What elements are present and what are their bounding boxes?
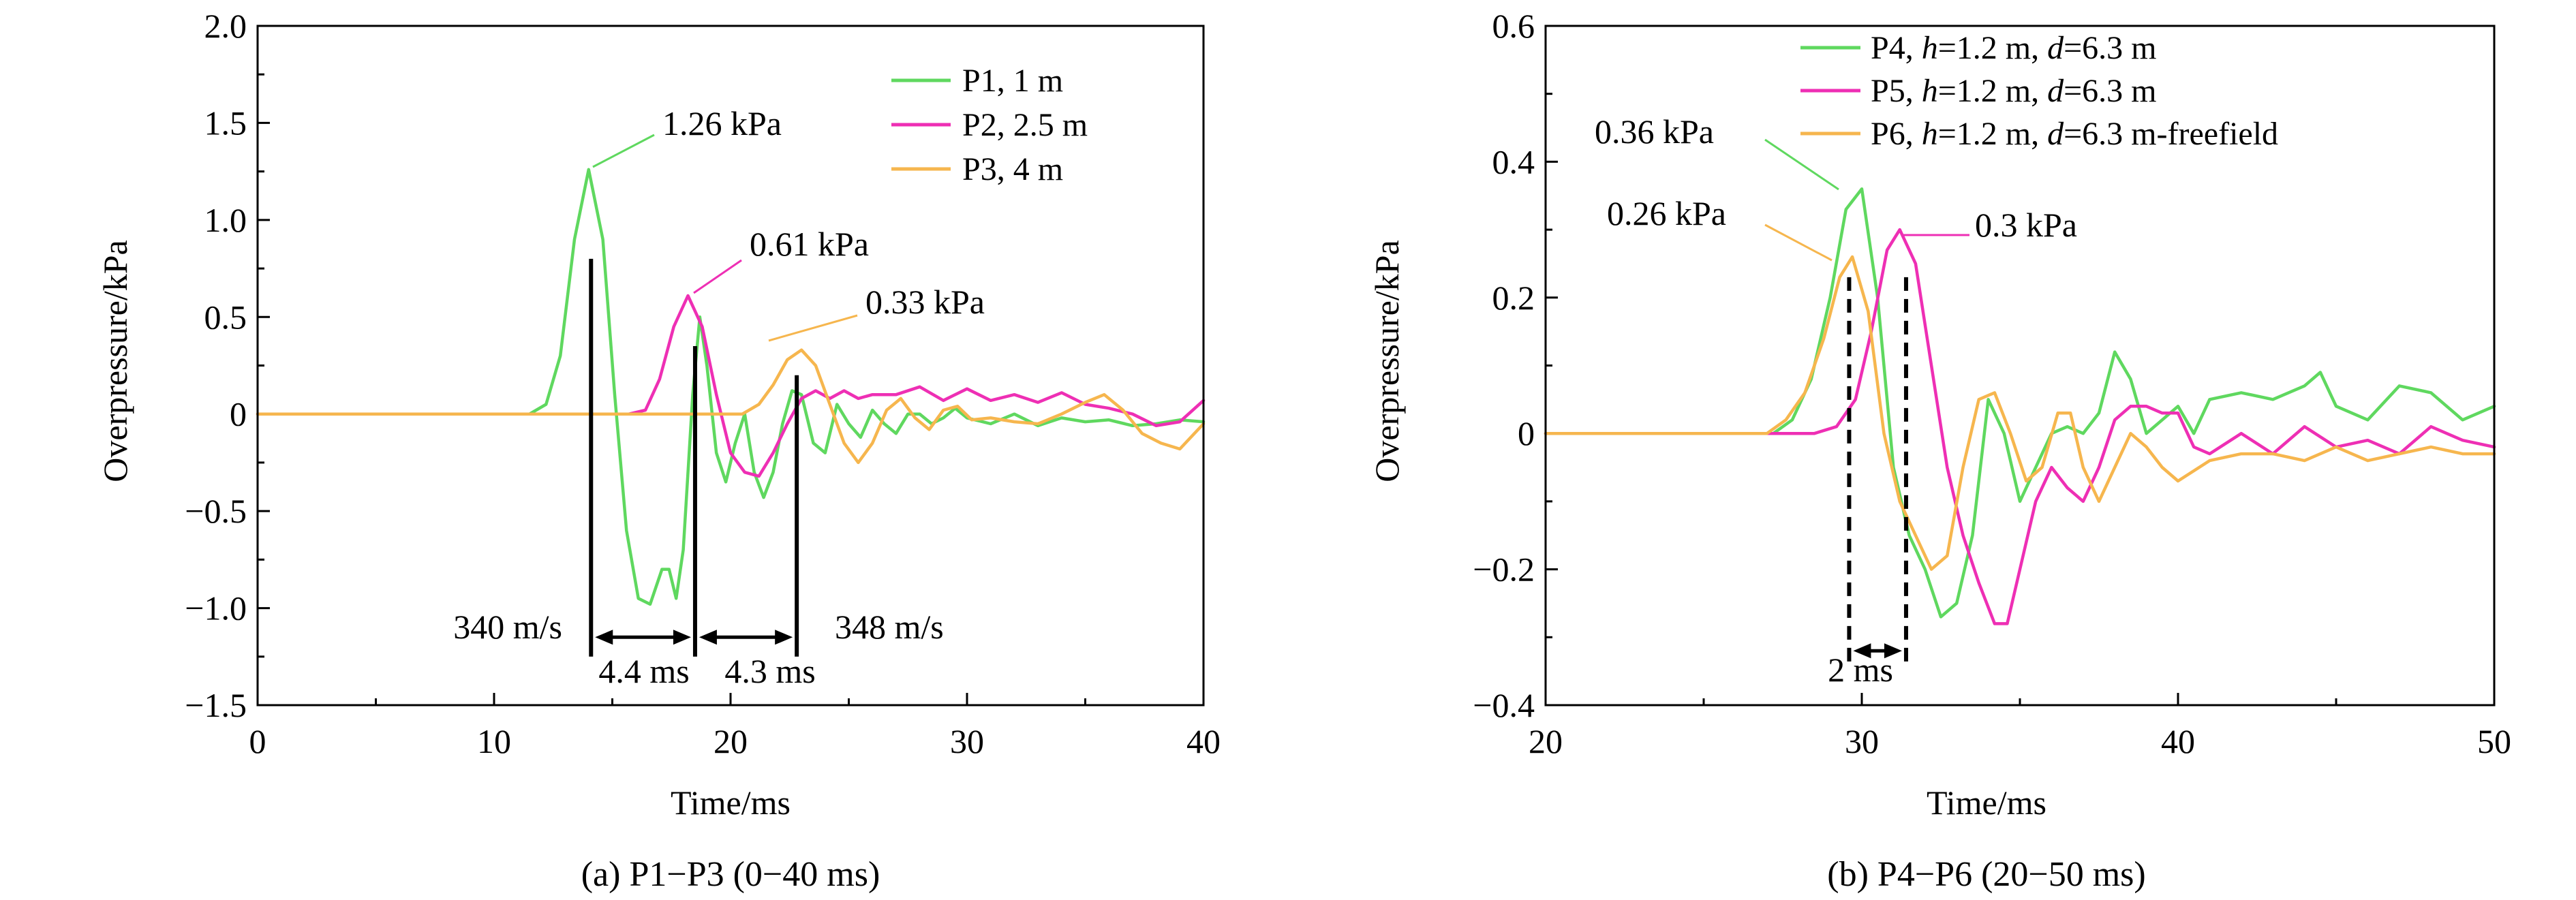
panel-b-series-group <box>1544 187 2496 625</box>
panel-a-ticks: 0 10 20 30 40 −1.5 −1.0 −0.5 0 0.5 1.0 1.5 2.0 <box>185 7 1221 760</box>
y-tick-label: −0.5 <box>185 492 247 530</box>
series-line-3 <box>1544 255 2496 571</box>
peak-leader-p2 <box>693 259 742 294</box>
panel-a-markers <box>589 258 799 657</box>
panel-b-y-axis-title: Overpressure/kPa <box>1368 240 1406 482</box>
panel-b-frame <box>1544 25 2496 707</box>
panel-a-series-group <box>256 168 1206 606</box>
panel-b-markers <box>1847 277 1908 665</box>
panel-a-y-axis-title: Overpressure/kPa <box>96 240 134 482</box>
x-tick-label: 10 <box>477 722 511 760</box>
peak-label-p3: 0.33 kPa <box>865 283 985 321</box>
y-tick-label: 2.0 <box>204 7 247 45</box>
y-tick-label: 1.5 <box>204 104 247 142</box>
peak-label-p2: 0.61 kPa <box>750 225 869 263</box>
velocity-label-348: 348 m/s <box>835 608 944 646</box>
panel-a-caption: (a) P1−P3 (0−40 ms) <box>581 855 880 894</box>
series-line-1 <box>256 168 1206 606</box>
interval-label-4-4-ms: 4.4 ms <box>598 652 689 690</box>
legend-label-p2: P2, 2.5 m <box>962 107 1088 143</box>
arrowhead-left <box>699 630 717 645</box>
y-tick-label: 0.5 <box>204 298 247 336</box>
series-line-2 <box>1544 228 2496 625</box>
y-tick-label: −0.2 <box>1473 550 1535 589</box>
x-tick-label: 20 <box>1529 722 1563 760</box>
panel-b-legend: P4, h=1.2 m, d=6.3 m P5, h=1.2 m, d=6.3 … <box>1800 30 2278 152</box>
panel-a-x-axis-title: Time/ms <box>671 783 791 822</box>
panel-a-legend: P1, 1 m P2, 2.5 m P3, 4 m <box>891 63 1088 187</box>
interval-label-2-ms: 2 ms <box>1828 651 1893 689</box>
peak-label-p4: 0.36 kPa <box>1595 112 1714 151</box>
panel-b-x-axis-title: Time/ms <box>1927 783 2046 822</box>
x-tick-label: 50 <box>2477 722 2511 760</box>
arrowhead-right <box>673 630 691 645</box>
peak-leader-p1 <box>592 134 655 168</box>
series-line-3 <box>256 348 1206 465</box>
y-tick-label: −1.0 <box>185 589 247 627</box>
arrowhead-left <box>595 630 613 645</box>
arrowhead-right <box>775 630 793 645</box>
x-tick-label: 30 <box>1845 722 1879 760</box>
arrowhead-right <box>1884 643 1902 659</box>
arrowhead-left <box>1853 643 1871 659</box>
peak-label-p1: 1.26 kPa <box>662 104 782 142</box>
panel-b: 20 30 40 50 −0.4 −0.2 0 0.2 0.4 0.6 Time/ms Overp… <box>1368 7 2511 894</box>
panel-a-frame <box>256 25 1205 707</box>
x-tick-label: 20 <box>714 722 748 760</box>
velocity-label-340: 340 m/s <box>453 608 562 646</box>
peak-leader-p6 <box>1764 223 1833 262</box>
x-tick-label: 30 <box>950 722 984 760</box>
legend-label-p6: P6, h=1.2 m, d=6.3 m-freefield <box>1871 116 2278 152</box>
y-tick-label: 0 <box>1518 414 1535 452</box>
legend-label-p3: P3, 4 m <box>962 151 1063 187</box>
y-tick-label: 0.2 <box>1492 279 1535 317</box>
y-tick-label: 1.0 <box>204 201 247 239</box>
y-tick-label: −1.5 <box>185 686 247 724</box>
panel-a: 0 10 20 30 40 −1.5 −1.0 −0.5 0 0.5 1.0 1.5 2.0 Time/… <box>96 7 1221 894</box>
interval-label-4-3-ms: 4.3 ms <box>724 652 815 690</box>
y-tick-label: −0.4 <box>1473 686 1535 724</box>
y-tick-label: 0.4 <box>1492 142 1535 181</box>
legend-label-p5: P5, h=1.2 m, d=6.3 m <box>1871 73 2157 109</box>
peak-label-p6: 0.26 kPa <box>1607 194 1726 232</box>
legend-label-p4: P4, h=1.2 m, d=6.3 m <box>1871 30 2157 66</box>
series-line-2 <box>256 294 1206 478</box>
peak-leader-p4 <box>1764 138 1839 191</box>
panel-b-ticks: 20 30 40 50 −0.4 −0.2 0 0.2 0.4 0.6 <box>1473 7 2511 760</box>
x-tick-label: 40 <box>1186 722 1221 760</box>
series-line-1 <box>1544 187 2496 619</box>
legend-label-p1: P1, 1 m <box>962 63 1063 99</box>
x-tick-label: 0 <box>249 722 266 760</box>
y-tick-label: 0 <box>230 395 247 433</box>
panel-b-caption: (b) P4−P6 (20−50 ms) <box>1827 855 2145 894</box>
y-tick-label: 0.6 <box>1492 7 1535 45</box>
peak-leader-p3 <box>768 314 858 342</box>
x-tick-label: 40 <box>2161 722 2195 760</box>
peak-label-p5: 0.3 kPa <box>1975 206 2077 244</box>
